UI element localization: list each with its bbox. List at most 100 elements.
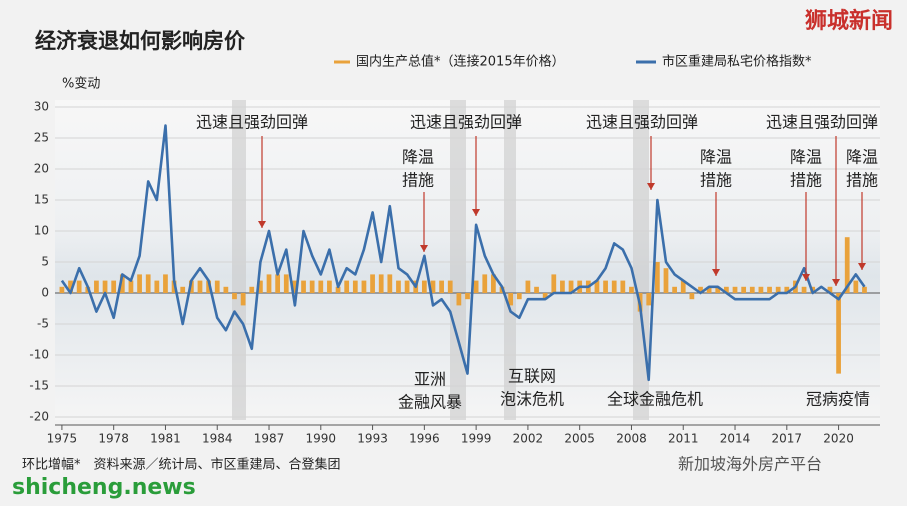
bar [335,286,341,293]
bar [421,280,427,293]
annotation-arrowhead [420,245,428,252]
bar [629,286,634,293]
bar [620,280,626,293]
annotation-arrowhead [712,269,720,276]
annotation: 降温 [700,148,732,167]
bar [266,274,272,293]
bar [154,280,160,293]
y-tick-label: 0 [41,286,49,300]
bar [258,280,263,293]
bar [603,280,608,293]
y-axis-label: %变动 [62,76,100,92]
annotation: 措施 [846,171,878,190]
x-tick-label: 1993 [357,432,388,446]
bar [465,293,470,300]
bar [491,274,496,293]
bar [378,274,384,293]
bar [206,280,211,293]
annotation-arrowhead [647,183,655,190]
bar [784,286,790,293]
bar [542,293,548,300]
bar [370,274,375,293]
bar [68,280,73,293]
annotation: 迅速且强劲回弹 [196,113,308,132]
bar [249,286,255,293]
annotation: 泡沫危机 [500,390,564,409]
y-tick-label: 10 [34,224,49,238]
legend-label: 国内生产总值*（连接2015年价格） [356,54,565,70]
bar [163,274,168,293]
x-tick-label: 1999 [461,432,492,446]
y-tick-label: -20 [29,410,49,424]
annotation: 降温 [846,148,878,167]
bar [801,286,807,293]
annotation: 措施 [700,171,732,190]
bar [844,237,850,293]
bar [361,280,367,293]
annotation-arrowhead [832,279,840,286]
bar [482,274,488,293]
bar [706,286,712,293]
bar [223,286,229,293]
bar [447,280,453,293]
bar [551,274,557,293]
bar [534,286,539,293]
y-tick-label: 25 [34,131,49,145]
bar [283,274,289,293]
bar [240,293,246,306]
bar [197,280,203,293]
bar [698,286,703,293]
bar [516,293,522,300]
bar [836,293,841,374]
x-tick-label: 1984 [202,432,233,446]
y-tick-label: -15 [29,379,49,393]
bar [309,280,315,293]
x-tick-label: 2011 [668,432,699,446]
annotation: 迅速且强劲回弹 [766,113,878,132]
bar [214,280,220,293]
annotation: 降温 [790,148,822,167]
x-tick-label: 2014 [720,432,751,446]
bar [741,286,747,293]
footnote: 环比增幅* 资料来源／统计局、市区重建局、合登集团 [22,457,341,473]
legend: 国内生产总值*（连接2015年价格） 市区重建局私宅价格指数* [334,54,812,70]
watermark: 新加坡海外房产平台 [678,455,822,474]
annotation: 降温 [402,148,434,167]
bar [508,293,514,306]
bar [689,293,695,300]
recession-band [504,100,516,420]
bar [473,280,479,293]
bar [654,262,660,293]
bar [611,280,617,293]
bar [59,286,65,293]
bar [568,280,574,293]
bar [404,280,410,293]
x-tick-label: 2020 [823,432,854,446]
annotation: 措施 [790,171,822,190]
chart-title: 经济衰退如何影响房价 [35,29,246,53]
annotation: 措施 [402,171,434,190]
bar [525,280,531,293]
bar [853,280,859,293]
x-tick-label: 2017 [772,432,803,446]
x-tick-label: 2008 [616,432,647,446]
bar [180,286,186,293]
bar [352,280,358,293]
x-tick-label: 1981 [150,432,181,446]
bar [749,286,755,293]
annotation: 冠病疫情 [806,390,870,409]
annotation: 迅速且强劲回弹 [586,113,698,132]
bar [344,280,350,293]
bar [732,286,738,293]
x-tick-label: 1978 [98,432,129,446]
bar [672,286,677,293]
watermark: shicheng.news [12,475,196,500]
bar [680,280,686,293]
bar [827,286,833,293]
annotation-arrowhead [858,263,866,270]
x-tick-label: 2002 [513,432,544,446]
bar [318,280,324,293]
y-tick-label: -10 [29,348,49,362]
y-tick-label: -5 [37,317,49,331]
